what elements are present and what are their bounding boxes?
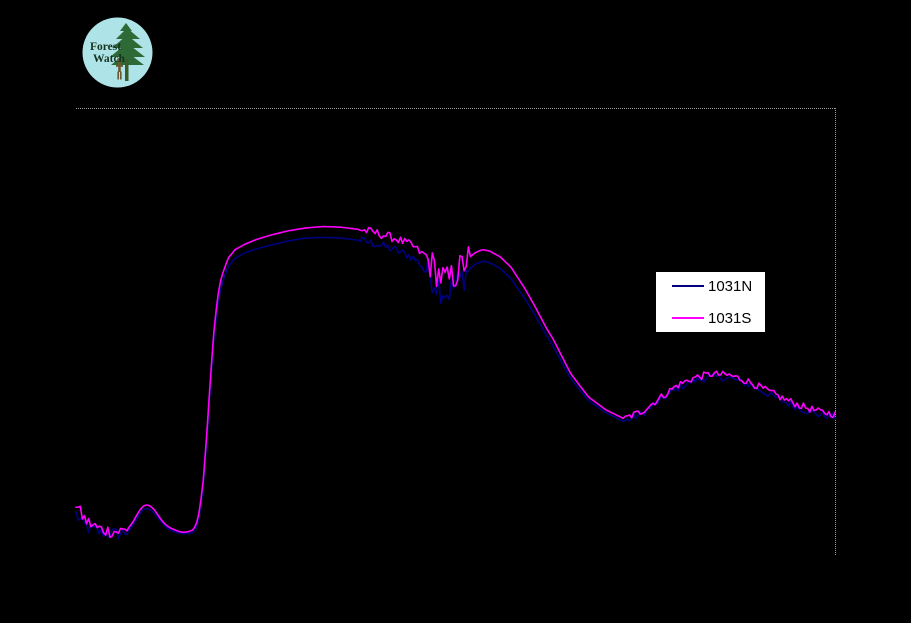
series-line-1031S xyxy=(75,225,837,539)
legend: 1031N 1031S xyxy=(656,272,765,332)
legend-entry-1031N: 1031N xyxy=(656,274,765,298)
logo-text-line-2: Watch xyxy=(93,53,126,65)
logo-person-icon xyxy=(116,57,123,80)
legend-entry-1031S: 1031S xyxy=(656,306,765,330)
legend-label-1031S: 1031S xyxy=(708,309,752,327)
legend-label-1031N: 1031N xyxy=(708,277,753,295)
legend-swatch-1031N xyxy=(672,285,704,287)
logo-svg: Forest Watch xyxy=(82,17,153,88)
legend-swatch-1031S xyxy=(672,317,704,319)
forest-watch-logo: Forest Watch xyxy=(80,15,155,90)
logo-text-line-1: Forest xyxy=(90,41,121,53)
